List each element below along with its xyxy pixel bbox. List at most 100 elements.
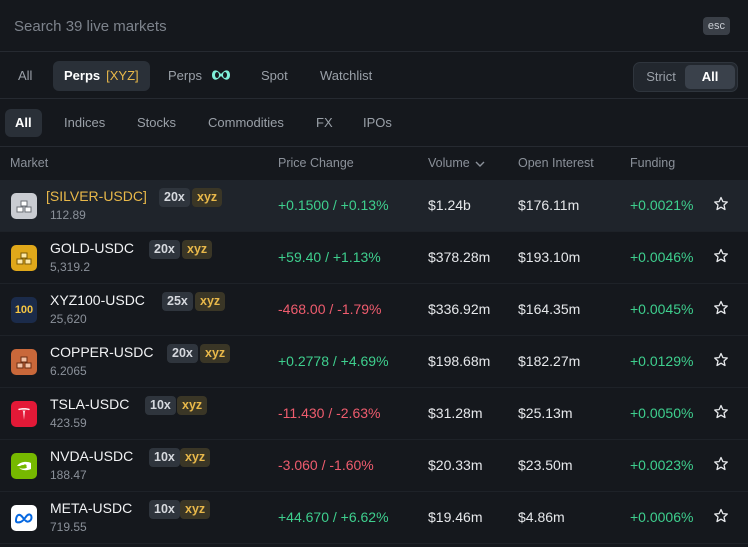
star-icon[interactable] — [713, 248, 729, 264]
funding-value: +0.0023% — [630, 457, 694, 473]
market-price: 6.2065 — [50, 364, 87, 378]
dex-tag-badge: xyz — [180, 500, 211, 519]
star-icon[interactable] — [713, 196, 729, 212]
tab-perps-xyz-tag: [XYZ] — [106, 68, 139, 83]
leverage-badge: 10x — [149, 500, 180, 519]
column-open-interest[interactable]: Open Interest — [518, 156, 594, 170]
market-price: 423.59 — [50, 416, 87, 430]
tab-perps[interactable]: Perps — [157, 61, 243, 91]
silver-bars-icon — [11, 193, 37, 219]
table-row[interactable]: 100 XYZ100-USDC 25,620 25x xyz -468.00 /… — [0, 284, 748, 336]
table-row[interactable]: COPPER-USDC 6.2065 20x xyz +0.2778 / +4.… — [0, 336, 748, 388]
open-interest-value: $164.35m — [518, 301, 581, 317]
market-price: 5,319.2 — [50, 260, 91, 274]
dex-tag-badge: xyz — [180, 448, 211, 467]
table-row[interactable]: META-USDC 719.55 10x xyz +44.670 / +6.62… — [0, 492, 748, 544]
star-icon[interactable] — [713, 300, 729, 316]
open-interest-value: $4.86m — [518, 509, 565, 525]
open-interest-value: $193.10m — [518, 249, 581, 265]
table-row[interactable]: [SILVER-USDC] 112.89 20x xyz +0.1500 / +… — [0, 180, 748, 232]
leverage-badge: 20x — [167, 344, 198, 363]
toggle-strict[interactable]: Strict — [646, 69, 676, 84]
price-change: +59.40 / +1.13% — [278, 249, 381, 265]
column-volume-label: Volume — [428, 156, 470, 170]
meta-logo-icon — [11, 505, 37, 531]
market-symbol: TSLA-USDC — [50, 396, 130, 412]
volume-value: $1.24b — [428, 197, 471, 213]
funding-value: +0.0046% — [630, 249, 694, 265]
table-header: Market Price Change Volume Open Interest… — [0, 147, 748, 180]
search-input[interactable] — [14, 14, 634, 38]
nvidia-logo-icon — [11, 453, 37, 479]
strict-all-toggle: Strict All — [633, 62, 738, 92]
leverage-badge: 20x — [149, 240, 180, 259]
star-icon[interactable] — [713, 456, 729, 472]
price-change: +0.1500 / +0.13% — [278, 197, 389, 213]
open-interest-value: $23.50m — [518, 457, 573, 473]
funding-value: +0.0006% — [630, 509, 694, 525]
gold-bars-icon — [11, 245, 37, 271]
tab-perps-xyz[interactable]: Perps [XYZ] — [53, 61, 150, 91]
sort-descending-icon — [475, 161, 485, 167]
search-bar: esc — [0, 0, 748, 52]
column-market[interactable]: Market — [10, 156, 49, 170]
volume-value: $198.68m — [428, 353, 491, 369]
market-symbol: [SILVER-USDC] — [46, 188, 147, 204]
market-symbol: META-USDC — [50, 500, 133, 516]
volume-value: $336.92m — [428, 301, 491, 317]
column-funding[interactable]: Funding — [630, 156, 676, 170]
dex-tag-badge: xyz — [192, 188, 223, 207]
volume-value: $19.46m — [428, 509, 483, 525]
category-ipos[interactable]: IPOs — [363, 115, 392, 130]
volume-value: $20.33m — [428, 457, 483, 473]
copper-bars-icon — [11, 349, 37, 375]
hyperliquid-logo-icon — [211, 70, 230, 80]
tab-watchlist[interactable]: Watchlist — [309, 61, 383, 91]
category-fx[interactable]: FX — [316, 115, 333, 130]
tab-all[interactable]: All — [7, 61, 43, 91]
category-commodities[interactable]: Commodities — [208, 115, 284, 130]
dex-tag-badge: xyz — [177, 396, 208, 415]
volume-value: $31.28m — [428, 405, 483, 421]
price-change: +44.670 / +6.62% — [278, 509, 389, 525]
column-volume[interactable]: Volume — [428, 156, 485, 170]
esc-key-badge[interactable]: esc — [702, 17, 730, 35]
market-symbol: COPPER-USDC — [50, 344, 154, 360]
volume-value: $378.28m — [428, 249, 491, 265]
star-icon[interactable] — [713, 508, 729, 524]
table-row[interactable]: TSLA-USDC 423.59 10x xyz -11.430 / -2.63… — [0, 388, 748, 440]
price-change: -468.00 / -1.79% — [278, 301, 382, 317]
star-icon[interactable] — [713, 352, 729, 368]
tab-spot-label: Spot — [261, 68, 288, 83]
market-price: 719.55 — [50, 520, 87, 534]
table-row[interactable]: NVDA-USDC 188.47 10x xyz -3.060 / -1.60%… — [0, 440, 748, 492]
leverage-badge: 10x — [149, 448, 180, 467]
market-price: 25,620 — [50, 312, 87, 326]
tab-perps-xyz-label: Perps — [64, 68, 101, 83]
market-type-tabs: All Perps [XYZ] Perps Spot Watchlist Stri… — [0, 52, 748, 99]
dex-tag-badge: xyz — [195, 292, 226, 311]
star-icon[interactable] — [713, 404, 729, 420]
funding-value: +0.0129% — [630, 353, 694, 369]
column-price-change[interactable]: Price Change — [278, 156, 354, 170]
xyz100-icon-text: 100 — [14, 304, 34, 316]
open-interest-value: $25.13m — [518, 405, 573, 421]
market-symbol: XYZ100-USDC — [50, 292, 145, 308]
table-row[interactable]: GOLD-USDC 5,319.2 20x xyz +59.40 / +1.13… — [0, 232, 748, 284]
open-interest-value: $182.27m — [518, 353, 581, 369]
tab-all-label: All — [18, 68, 33, 83]
leverage-badge: 25x — [162, 292, 193, 311]
tab-spot[interactable]: Spot — [250, 61, 299, 91]
funding-value: +0.0021% — [630, 197, 694, 213]
toggle-all[interactable]: All — [685, 65, 735, 89]
tab-watchlist-label: Watchlist — [320, 68, 373, 83]
category-indices[interactable]: Indices — [64, 115, 106, 130]
leverage-badge: 10x — [145, 396, 176, 415]
funding-value: +0.0050% — [630, 405, 694, 421]
market-price: 112.89 — [50, 208, 86, 222]
category-stocks[interactable]: Stocks — [137, 115, 177, 130]
category-all[interactable]: All — [5, 109, 42, 137]
market-price: 188.47 — [50, 468, 87, 482]
price-change: +0.2778 / +4.69% — [278, 353, 389, 369]
dex-tag-badge: xyz — [182, 240, 213, 259]
